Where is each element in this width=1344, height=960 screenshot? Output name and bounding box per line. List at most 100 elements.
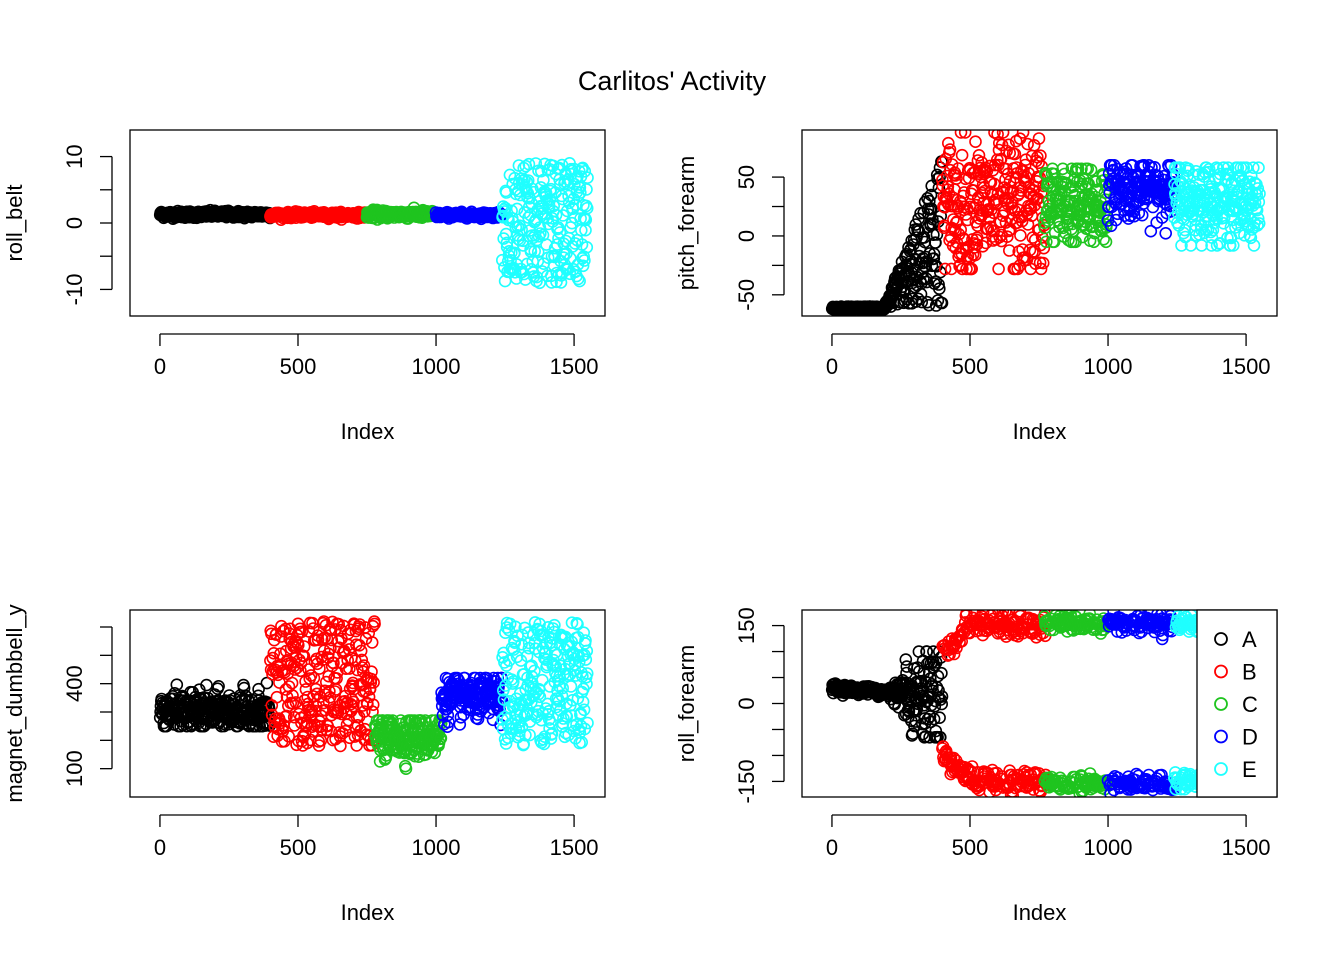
point-E: [534, 164, 548, 178]
point-E: [528, 664, 541, 678]
point-B: [288, 719, 301, 732]
x-axis-label: Index: [341, 900, 395, 925]
point-E: [533, 276, 546, 290]
point-B: [365, 636, 379, 649]
point-E: [509, 620, 522, 634]
point-E: [550, 238, 564, 251]
point-B: [955, 148, 969, 162]
point-A: [935, 697, 949, 711]
point-E: [580, 667, 594, 680]
point-E: [1251, 212, 1265, 225]
point-A: [935, 666, 948, 680]
point-E: [510, 650, 524, 664]
point-B: [941, 136, 955, 150]
point-B: [961, 213, 974, 227]
point-C: [1048, 172, 1062, 186]
point-E: [573, 186, 587, 199]
point-B: [1032, 132, 1046, 145]
point-B: [954, 130, 968, 139]
point-B: [995, 228, 1009, 242]
point-D: [454, 710, 468, 724]
point-B: [309, 682, 323, 696]
x-axis: 0 500 1000 1500: [154, 814, 599, 860]
point-B: [343, 731, 357, 745]
x-tick-label: 1000: [412, 835, 461, 860]
point-C: [1040, 235, 1053, 249]
point-A: [929, 236, 942, 249]
point-E: [577, 703, 591, 717]
point-B: [1013, 610, 1027, 618]
point-A: [935, 690, 949, 703]
point-A: [933, 711, 946, 725]
point-A: [900, 660, 914, 673]
point-B: [957, 186, 971, 199]
y-tick-label: -10: [62, 274, 87, 306]
point-E: [502, 623, 516, 637]
point-E: [571, 258, 585, 271]
point-E: [1200, 209, 1214, 223]
point-E: [545, 727, 559, 741]
point-E: [1195, 239, 1208, 252]
point-E: [549, 208, 563, 222]
point-E: [1252, 195, 1266, 209]
point-B: [330, 672, 343, 685]
point-A: [932, 684, 945, 697]
y-axis-label: pitch_forearm: [674, 156, 699, 291]
point-B: [965, 262, 979, 276]
points-magnet_dumbbell_y: [153, 615, 594, 776]
plot-frame: [129, 609, 606, 798]
point-B: [297, 649, 311, 663]
x-tick-label: 1500: [1222, 354, 1271, 379]
point-B: [991, 130, 1004, 141]
point-E: [1227, 239, 1240, 252]
point-B: [956, 262, 969, 276]
point-C: [1097, 233, 1110, 246]
point-A: [262, 701, 276, 715]
point-D: [471, 712, 485, 726]
point-B: [972, 149, 986, 162]
point-B: [323, 684, 336, 698]
point-D: [1148, 161, 1161, 174]
point-B: [976, 186, 989, 200]
point-E: [516, 239, 530, 252]
y-tick-label: 50: [734, 165, 759, 189]
point-E: [533, 690, 547, 704]
x-tick-label: 500: [952, 354, 989, 379]
point-E: [580, 644, 594, 658]
y-tick-label: 0: [734, 230, 759, 242]
point-A: [927, 252, 941, 265]
point-E: [554, 276, 568, 289]
point-B: [1012, 187, 1026, 200]
point-B: [1037, 241, 1051, 255]
point-A: [926, 212, 939, 226]
x-axis: 0 500 1000 1500: [154, 333, 599, 379]
point-E: [508, 636, 522, 650]
point-B: [943, 143, 957, 156]
point-E: [579, 653, 593, 666]
point-E: [562, 639, 576, 652]
point-E: [565, 616, 579, 630]
y-tick-label: 100: [62, 750, 87, 787]
point-E: [1210, 239, 1224, 252]
point-B: [294, 656, 308, 670]
point-A: [899, 653, 913, 666]
point-B: [1028, 199, 1041, 212]
point-B: [958, 130, 972, 139]
point-A: [933, 170, 946, 184]
point-E: [564, 680, 578, 693]
point-A: [924, 188, 938, 202]
point-B: [267, 646, 281, 660]
point-B: [1034, 262, 1048, 276]
x-axis-label: Index: [341, 419, 395, 444]
point-E: [519, 728, 532, 742]
point-E: [568, 237, 582, 250]
point-C: [1084, 163, 1098, 177]
x-tick-label: 1000: [412, 354, 461, 379]
point-E: [1252, 161, 1265, 174]
point-B: [976, 240, 990, 253]
point-E: [500, 621, 514, 634]
point-E: [1202, 162, 1216, 176]
